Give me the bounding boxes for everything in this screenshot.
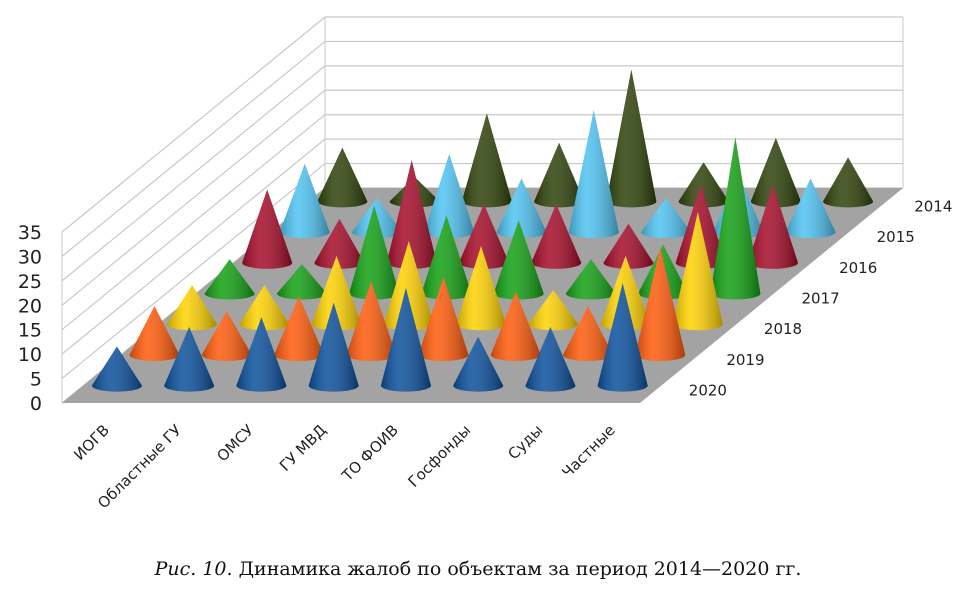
year-label: 2017 [802,290,840,308]
y-tick-label: 0 [30,393,42,415]
cone-shade [317,147,368,208]
series-2020 [91,283,648,392]
cone-shade [276,264,327,300]
cone-shade [453,336,504,392]
cone-shade [311,255,362,331]
cone-shade [308,302,359,392]
cone-shade [565,259,616,300]
cone-shade [242,189,293,269]
chart-walls [61,16,904,404]
cone-shade [314,218,365,269]
year-label: 2016 [839,259,877,277]
left-wall-gridline [61,138,326,355]
series-2017 [204,137,761,300]
cone-shade [606,69,657,208]
cone-shade [678,162,729,208]
figure-caption: Рис. 10. Динамика жалоб по объектам за п… [0,558,956,580]
cone-shade [635,247,686,361]
cone-shade [568,109,619,239]
cone-shade [525,327,576,392]
cone-shade [528,290,579,331]
cone-shade [785,178,836,239]
cone-shade [386,160,437,269]
cone-shade [490,291,541,361]
cone-shade [421,215,472,300]
left-wall-gridline [61,40,326,257]
y-tick-label: 30 [18,246,42,268]
cone-shade [201,310,252,361]
cone-shade [236,317,287,392]
left-wall-gridline [61,65,326,282]
chart-cones [91,69,874,392]
year-label: 2020 [689,382,727,400]
cone-shade [747,184,798,269]
category-label: ГУ МВД [276,421,330,475]
category-label: ОМСУ [213,421,257,465]
cone-shade [562,306,613,361]
y-tick-label: 15 [18,320,42,342]
cone-shade [597,283,648,392]
cone-shade [603,223,654,269]
cone-shade [239,285,290,331]
cone-shade [461,113,512,208]
category-label: ИОГВ [70,421,113,464]
cone-shade [534,142,585,208]
cone-shade [349,205,400,300]
cone-shade [456,246,507,331]
cone-shade [167,285,218,331]
cone-shade [204,259,255,300]
cone-shade [91,346,142,392]
cone-shade [380,287,431,392]
series-2019 [129,247,686,361]
year-label: 2018 [764,320,802,338]
cone-shade [458,204,509,269]
y-tick-label: 5 [30,369,42,391]
y-tick-label: 35 [18,222,42,244]
cone-shade [346,281,397,361]
y-tick-label: 25 [18,271,42,293]
cone-shade [750,137,801,208]
caption-text: Динамика жалоб по объектам за период 201… [232,558,802,580]
year-label: 2014 [914,197,952,215]
cone-shade [424,153,475,239]
category-label: Частные [558,421,618,481]
cone-shade [129,306,180,361]
left-wall-gridline [61,89,326,306]
cone-shade [383,241,434,331]
cone-shade [273,296,324,361]
y-tick-label: 10 [18,344,42,366]
year-label: 2015 [877,228,915,246]
cone-shade [641,197,692,239]
cone-shade [279,163,330,239]
cone-shade [493,220,544,300]
y-tick-label: 20 [18,295,42,317]
left-wall-gridline [61,16,326,233]
cone-shade [418,276,469,361]
cone-shade [164,327,215,392]
cone-shade [496,178,547,239]
left-wall-gridline [61,114,326,331]
cone-shade [600,255,651,331]
left-wall-gridline [61,163,326,380]
category-label: ТО ФОИВ [338,421,402,485]
category-label: Госфонды [404,421,474,491]
cone-shade [823,157,874,208]
category-label: Суды [504,421,546,463]
cone-shade [710,137,761,300]
cone-shade [531,204,582,269]
year-label: 2019 [726,351,764,369]
series-2018 [167,211,723,331]
caption-prefix: Рис. 10. [154,558,233,580]
cone-shade [672,211,723,331]
